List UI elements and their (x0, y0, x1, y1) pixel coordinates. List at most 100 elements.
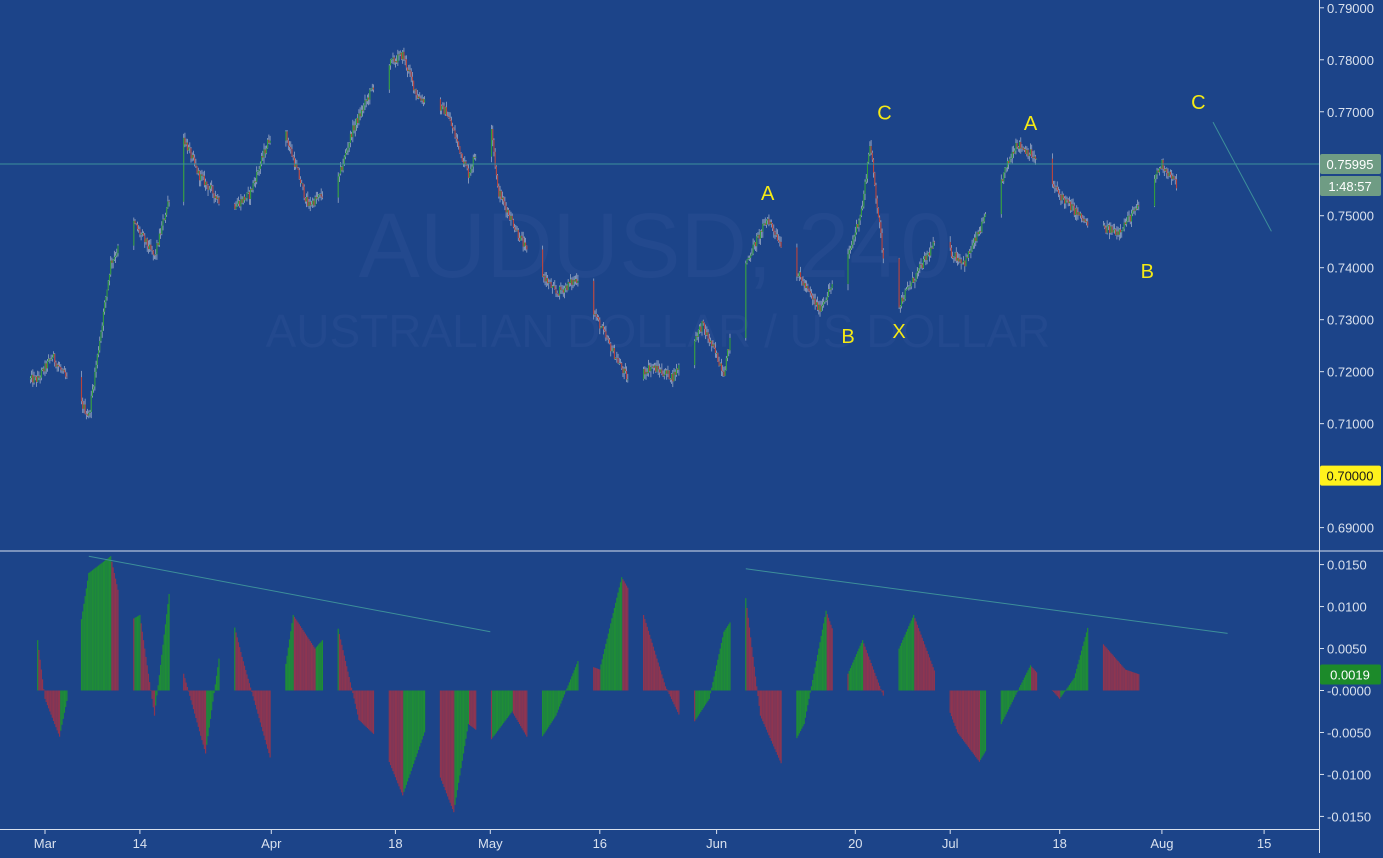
candle (258, 165, 260, 176)
histogram-bar (627, 587, 629, 691)
histogram-bar (161, 654, 163, 691)
wave-label[interactable]: A (761, 183, 775, 205)
candle (190, 147, 192, 163)
histogram-bar (646, 626, 648, 691)
histogram-bar (263, 690, 265, 736)
candle (135, 223, 137, 226)
histogram-bar (337, 628, 339, 691)
candle (1163, 165, 1165, 177)
histogram-bar (192, 690, 195, 710)
candle (1070, 199, 1072, 213)
histogram-bar (909, 623, 911, 691)
candle (1127, 211, 1129, 223)
histogram-bar (1126, 669, 1128, 691)
candle (1022, 146, 1024, 151)
oscillator-tick-label: -0.0150 (1327, 809, 1371, 824)
histogram-bar (100, 563, 102, 691)
histogram-bar (868, 656, 870, 691)
candle (557, 293, 559, 297)
histogram-bar (470, 690, 472, 726)
wave-labels: A B C X A B C (761, 92, 1206, 348)
histogram-bar (660, 670, 662, 691)
candle (1133, 206, 1135, 214)
candle (978, 226, 980, 236)
candle (618, 357, 620, 366)
candle (259, 161, 261, 175)
candle (167, 195, 169, 209)
candle (927, 251, 929, 257)
oscillator-axis[interactable]: 0.0150 0.0100 0.0050 -0.0000 -0.0050 -0.0100 -… (1319, 558, 1371, 825)
histogram-bar (114, 578, 117, 691)
wave-label[interactable]: A (1024, 113, 1038, 135)
histogram-bar (751, 647, 753, 691)
candle (918, 268, 920, 277)
candle (658, 363, 660, 378)
candle (562, 285, 564, 297)
histogram-bar (604, 648, 606, 691)
histogram-bar (499, 690, 501, 728)
wave-label[interactable]: C (1191, 92, 1205, 114)
oscillator-trendline[interactable] (745, 568, 1228, 634)
histogram-bar (717, 659, 719, 691)
last-price-tag: 0.75995 (1320, 154, 1381, 175)
histogram-bar (441, 690, 443, 781)
histogram-bar (1012, 690, 1015, 700)
histogram-bar (313, 646, 315, 691)
candle (88, 410, 90, 419)
candle (678, 363, 680, 376)
histogram-bar (655, 654, 657, 691)
time-tick-label: 18 (388, 836, 402, 851)
candle (879, 215, 881, 229)
time-axis[interactable]: Mar 14 Apr 18 May 16 Jun 20 Jul 18 Aug 15 (34, 829, 1272, 851)
histogram-bar (1083, 641, 1085, 691)
candle (717, 352, 719, 362)
candle (301, 179, 303, 184)
candle (504, 196, 506, 211)
candle (612, 345, 614, 354)
candle (214, 190, 216, 203)
candle (753, 240, 755, 250)
histogram-bar (984, 690, 987, 752)
wave-label[interactable]: B (1141, 261, 1154, 283)
histogram-bar (1025, 675, 1027, 691)
candle (351, 131, 353, 141)
time-tick-label: May (478, 836, 503, 851)
histogram-bar (949, 690, 951, 713)
candle (779, 236, 781, 247)
wave-label[interactable]: C (877, 103, 891, 125)
histogram-bar (623, 581, 625, 691)
histogram-bar (972, 690, 974, 754)
candle (767, 216, 769, 225)
candle (303, 184, 305, 201)
candle (490, 124, 493, 163)
candle (645, 367, 647, 380)
oscillator-trendline[interactable] (88, 555, 491, 633)
wave-label[interactable]: B (841, 326, 854, 348)
projection-line[interactable] (1212, 121, 1272, 232)
candle (718, 356, 720, 367)
candle (262, 150, 264, 161)
candle (1128, 210, 1130, 223)
histogram-bar (1135, 673, 1137, 691)
candle (313, 198, 315, 208)
histogram-bar (902, 640, 904, 691)
candle (189, 142, 191, 154)
histogram-bar (365, 690, 367, 727)
wave-label[interactable]: X (892, 321, 905, 343)
candle (1107, 223, 1109, 231)
candle (765, 219, 768, 228)
candle (133, 217, 135, 250)
candle (299, 176, 302, 187)
candle (292, 154, 294, 161)
candle (417, 94, 420, 100)
histogram-bar (566, 688, 568, 691)
histogram-bar (56, 690, 58, 731)
candle (1137, 199, 1139, 211)
histogram-bar (392, 690, 394, 772)
histogram-bar (83, 603, 85, 691)
candle (251, 188, 253, 193)
histogram-bar (41, 679, 44, 691)
candle (1029, 143, 1032, 156)
